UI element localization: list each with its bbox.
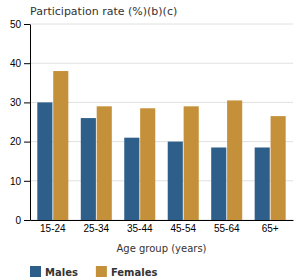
y-tick-mark bbox=[24, 102, 30, 103]
x-tick: 45-54 bbox=[170, 223, 196, 234]
x-axis-title: Age group (years) bbox=[116, 243, 206, 254]
x-tick-label: 25-34 bbox=[84, 223, 110, 234]
bars bbox=[37, 71, 285, 220]
legend-label: Females bbox=[111, 267, 158, 278]
plot: 0 10 20 30 40 50 15-24 25-34 35-44 45-54 55-64 65+ bbox=[10, 19, 294, 234]
x-tick-label: 55-64 bbox=[214, 223, 240, 234]
bar bbox=[140, 108, 155, 220]
grid-line bbox=[30, 63, 293, 64]
title: Participation rate (%)(b)(c) bbox=[30, 5, 177, 18]
x-tick: 65+ bbox=[262, 223, 279, 234]
y-tick-mark bbox=[24, 24, 30, 25]
bar bbox=[271, 116, 286, 220]
legend-swatch bbox=[30, 266, 41, 277]
bar bbox=[124, 138, 139, 220]
bar bbox=[81, 118, 96, 220]
y-tick: 20 bbox=[10, 136, 30, 147]
y-tick-mark bbox=[24, 181, 30, 182]
grid-line bbox=[30, 141, 293, 142]
x-tick-label: 15-24 bbox=[40, 223, 66, 234]
y-tick-label: 0 bbox=[15, 215, 21, 226]
bar bbox=[211, 147, 226, 220]
x-axis: 15-24 25-34 35-44 45-54 55-64 65+ bbox=[31, 221, 294, 235]
x-tick-label: 65+ bbox=[262, 223, 279, 234]
bar bbox=[255, 147, 270, 220]
legend-swatch bbox=[96, 266, 107, 277]
legend-item: Females bbox=[96, 266, 158, 278]
y-tick-label: 20 bbox=[10, 136, 22, 147]
grid-line bbox=[30, 180, 293, 181]
grid bbox=[30, 24, 293, 220]
legend: Males Females bbox=[30, 266, 157, 278]
y-tick: 10 bbox=[10, 176, 30, 187]
grid-line bbox=[30, 102, 293, 103]
y-tick-label: 50 bbox=[10, 19, 22, 30]
y-tick: 50 bbox=[10, 19, 30, 30]
x-tick: 55-64 bbox=[214, 223, 240, 234]
x-tick: 35-44 bbox=[127, 223, 153, 234]
bar bbox=[168, 142, 183, 220]
y-tick: 0 bbox=[15, 215, 30, 226]
x-tick-label: 35-44 bbox=[127, 223, 153, 234]
bar bbox=[227, 100, 242, 220]
x-tick: 15-24 bbox=[40, 223, 66, 234]
bar bbox=[53, 71, 68, 220]
legend-item: Males bbox=[30, 266, 78, 278]
y-axis: 0 10 20 30 40 50 bbox=[10, 19, 31, 226]
bar bbox=[37, 102, 52, 220]
x-tick-label: 45-54 bbox=[170, 223, 196, 234]
y-tick-mark bbox=[24, 220, 30, 221]
chart: 0 10 20 30 40 50 15-24 25-34 35-44 45-54 55-64 65+ P… bbox=[0, 0, 305, 280]
y-tick-label: 10 bbox=[10, 176, 22, 187]
bar bbox=[97, 106, 112, 220]
y-tick: 40 bbox=[10, 58, 30, 69]
y-tick: 30 bbox=[10, 97, 30, 108]
bar bbox=[184, 106, 199, 220]
y-tick-label: 30 bbox=[10, 97, 22, 108]
y-tick-mark bbox=[24, 63, 30, 64]
legend-label: Males bbox=[45, 267, 78, 278]
x-axis-line bbox=[31, 220, 294, 221]
x-tick: 25-34 bbox=[84, 223, 110, 234]
y-axis-line bbox=[30, 25, 31, 221]
y-tick-label: 40 bbox=[10, 58, 22, 69]
grid-line bbox=[30, 220, 293, 221]
bar-series bbox=[53, 71, 285, 220]
y-tick-mark bbox=[24, 142, 30, 143]
grid-line bbox=[30, 24, 293, 25]
